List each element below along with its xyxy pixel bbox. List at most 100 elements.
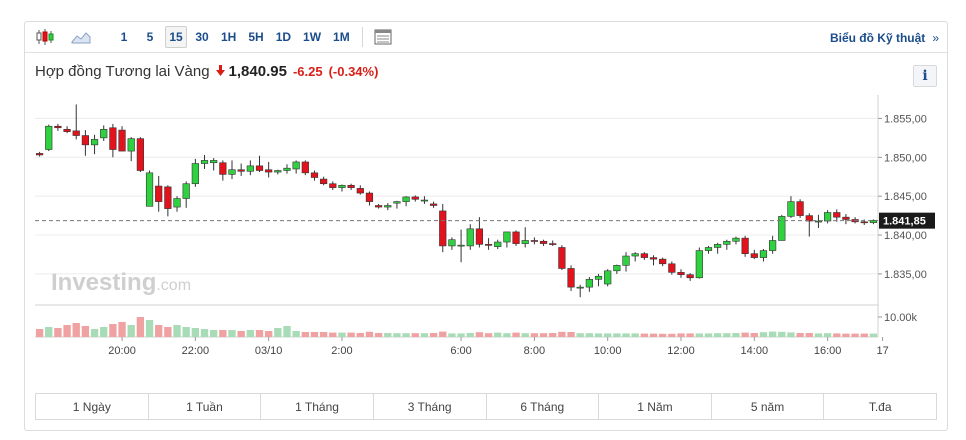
volume-bar bbox=[622, 333, 630, 337]
volume-bar bbox=[255, 330, 264, 337]
volume-bar bbox=[521, 333, 529, 337]
chart-toolbar: 1 5 15 30 1H 5H 1D 1W 1M Biểu đồ Kỹ thuật » bbox=[25, 22, 947, 53]
volume-bar bbox=[45, 327, 53, 337]
candle-body bbox=[338, 184, 346, 188]
candle-body bbox=[100, 129, 108, 139]
candle-body bbox=[457, 244, 465, 247]
candle-body bbox=[292, 161, 300, 170]
candle-body bbox=[604, 270, 612, 285]
volume-bar bbox=[420, 333, 429, 337]
candle-body bbox=[704, 247, 713, 251]
timeframe-15[interactable]: 15 bbox=[165, 26, 187, 48]
volume-bar bbox=[393, 333, 401, 337]
volume-bar bbox=[787, 332, 795, 337]
range-button[interactable]: 3 Tháng bbox=[374, 394, 487, 419]
price-chart[interactable]: 1.855,00 1.850,00 1.845,00 1.840,00 1.835,00… bbox=[25, 22, 949, 362]
timeframe-1d[interactable]: 1D bbox=[275, 30, 292, 44]
candlestick-icon[interactable] bbox=[33, 26, 57, 48]
volume-bar bbox=[686, 333, 694, 337]
volume-bar bbox=[164, 327, 172, 337]
candle-body bbox=[842, 216, 850, 220]
range-button[interactable]: 1 Tháng bbox=[261, 394, 374, 419]
volume-bar bbox=[100, 327, 108, 337]
candle-body bbox=[805, 215, 813, 222]
x-tick-label: 16:00 bbox=[814, 345, 842, 357]
area-chart-icon[interactable] bbox=[69, 26, 93, 48]
candle-body bbox=[558, 247, 566, 269]
candle-body bbox=[81, 135, 89, 146]
volume-bar bbox=[512, 332, 520, 337]
y-tick-label: 1.855,00 bbox=[884, 113, 927, 125]
info-button[interactable]: i bbox=[913, 65, 937, 87]
timeframe-30[interactable]: 30 bbox=[195, 30, 209, 44]
candle-body bbox=[677, 272, 685, 275]
volume-bar bbox=[109, 324, 117, 337]
volume-bar bbox=[649, 333, 658, 337]
candle-body bbox=[173, 198, 181, 208]
candle-body bbox=[668, 263, 676, 273]
timeframe-1h[interactable]: 1H bbox=[221, 30, 237, 44]
range-button[interactable]: 5 năm bbox=[712, 394, 825, 419]
candle-body bbox=[769, 240, 777, 251]
candle-body bbox=[145, 172, 154, 207]
volume-bar bbox=[860, 333, 868, 337]
volume-bar bbox=[72, 323, 80, 337]
candle-body bbox=[659, 258, 667, 265]
volume-bar bbox=[283, 326, 291, 337]
volume-bar bbox=[329, 332, 337, 337]
volume-bar bbox=[338, 332, 346, 337]
timeframe-1w[interactable]: 1W bbox=[303, 30, 322, 44]
timeframe-5[interactable]: 5 bbox=[146, 30, 154, 44]
range-button[interactable]: T.đa bbox=[868, 399, 892, 414]
volume-bar bbox=[448, 333, 456, 337]
candle-body bbox=[539, 240, 548, 244]
candle-body bbox=[118, 129, 126, 152]
technical-chart-link[interactable]: Biểu đồ Kỹ thuật » bbox=[830, 22, 939, 53]
candle-body bbox=[503, 231, 511, 243]
volume-bar bbox=[90, 329, 99, 337]
timeframe-5h[interactable]: 5H bbox=[248, 30, 264, 44]
candle-body bbox=[63, 129, 71, 132]
volume-bar bbox=[768, 331, 777, 337]
candle-body bbox=[778, 216, 786, 241]
x-tick-label: 6:00 bbox=[450, 345, 471, 357]
timeframe-1m[interactable]: 1M bbox=[333, 30, 350, 44]
candle-body bbox=[833, 212, 841, 218]
range-button[interactable]: 6 Tháng bbox=[487, 394, 600, 419]
range-button[interactable]: 1 Năm bbox=[599, 394, 712, 419]
volume-bar bbox=[145, 320, 154, 337]
candle-body bbox=[759, 250, 768, 258]
volume-bar bbox=[842, 333, 850, 337]
candle-body bbox=[329, 183, 337, 188]
candle-body bbox=[549, 243, 557, 245]
technical-chart-label: Biểu đồ Kỹ thuật bbox=[829, 30, 926, 45]
timeframe-1[interactable]: 1 bbox=[120, 30, 128, 44]
volume-bar bbox=[228, 330, 236, 337]
volume-bar bbox=[549, 333, 557, 337]
volume-bar bbox=[365, 331, 374, 337]
chart-widget: 1 5 15 30 1H 5H 1D 1W 1M Biểu đồ Kỹ thuật » Hợp … bbox=[24, 21, 948, 431]
volume-bar bbox=[439, 331, 447, 337]
current-price-badge bbox=[879, 212, 935, 229]
volume-bar bbox=[402, 333, 410, 337]
chevron-right-icon: » bbox=[932, 30, 939, 45]
candle-body bbox=[622, 255, 630, 266]
volume-bar bbox=[136, 317, 145, 337]
x-tick-label: 8:00 bbox=[524, 345, 545, 357]
y-tick-label: 1.840,00 bbox=[884, 230, 927, 242]
volume-bar bbox=[704, 333, 713, 337]
candle-body bbox=[320, 178, 328, 185]
range-button[interactable]: 1 Ngày bbox=[36, 394, 149, 419]
candle-body bbox=[182, 183, 190, 199]
candle-body bbox=[869, 219, 878, 223]
volume-bar bbox=[823, 333, 832, 337]
candle-body bbox=[246, 165, 254, 172]
y-tick-label: 1.835,00 bbox=[884, 269, 927, 281]
candle-body bbox=[824, 212, 832, 222]
table-view-icon[interactable] bbox=[371, 26, 395, 48]
range-button[interactable]: 1 Tuần bbox=[149, 394, 262, 419]
volume-bar bbox=[732, 333, 740, 337]
volume-bar bbox=[659, 333, 667, 337]
x-tick-label: 20:00 bbox=[108, 345, 136, 357]
volume-bar bbox=[182, 327, 190, 337]
